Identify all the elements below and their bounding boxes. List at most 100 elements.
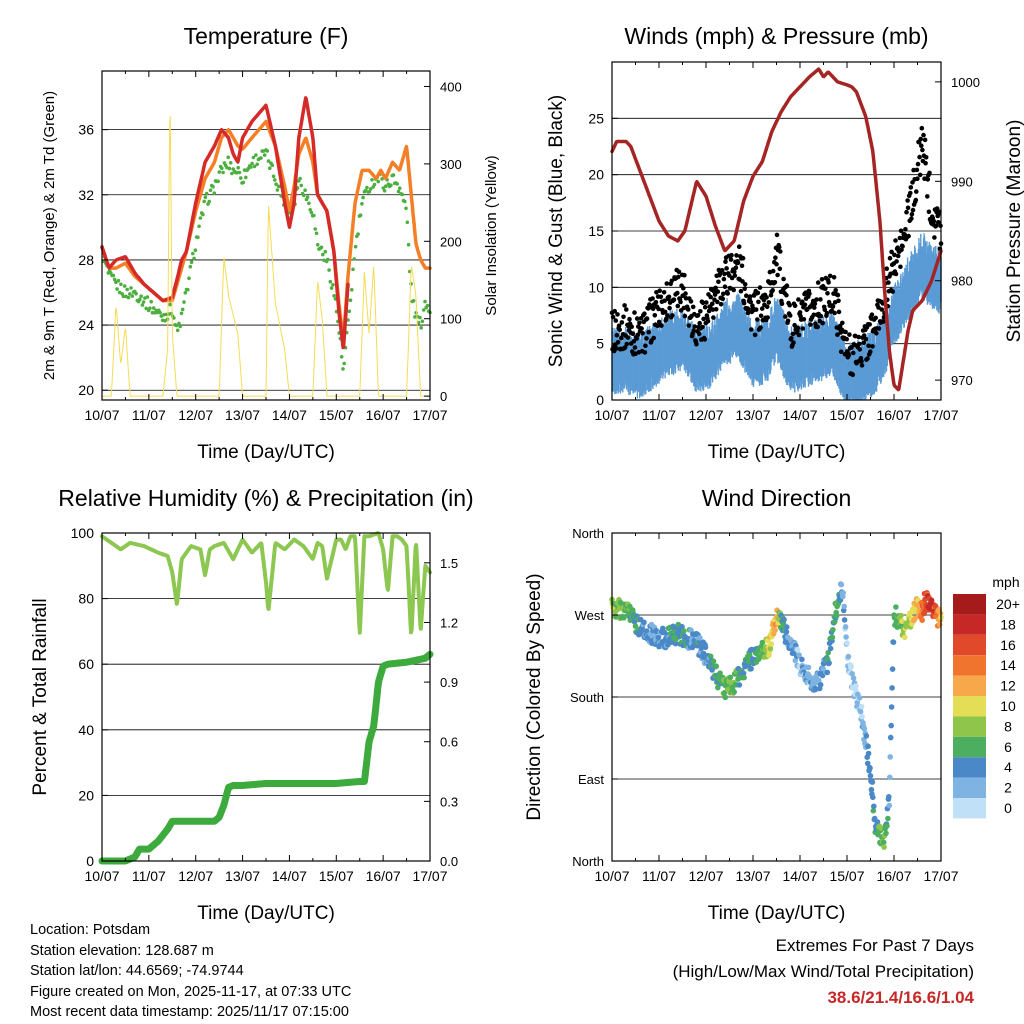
data-point <box>652 313 658 318</box>
data-point <box>885 815 891 822</box>
data-point <box>791 340 796 345</box>
data-point <box>641 619 647 626</box>
data-point <box>861 340 866 346</box>
data-point <box>613 318 619 323</box>
x-tick-label: 13/07 <box>225 868 260 884</box>
data-point <box>851 350 856 356</box>
data-point <box>887 255 893 261</box>
latlon-text: Station lat/lon: 44.6569; -74.9744 <box>30 963 244 979</box>
data-point <box>846 352 852 358</box>
data-point <box>822 307 828 313</box>
data-point <box>639 326 644 331</box>
data-point <box>755 317 760 322</box>
data-point <box>807 291 812 297</box>
data-point <box>217 170 222 174</box>
data-point <box>308 208 313 212</box>
data-point <box>917 172 923 178</box>
data-point <box>662 298 667 304</box>
data-point <box>405 220 410 225</box>
data-point <box>919 125 925 131</box>
recent-timestamp-text: Most recent data timestamp: 2025/11/17 0… <box>30 1004 349 1020</box>
data-point <box>694 341 699 347</box>
data-point <box>910 207 916 213</box>
data-point <box>406 242 411 247</box>
data-point <box>925 194 930 199</box>
extremes-subtitle: (High/Low/Max Wind/Total Precipitation) <box>672 962 974 981</box>
data-point <box>757 285 763 290</box>
data-point <box>715 684 721 691</box>
colorbar-swatch <box>953 594 986 615</box>
data-point <box>880 839 887 846</box>
data-point <box>196 235 200 240</box>
data-point <box>716 267 722 273</box>
y2-tick-label: 1000 <box>951 75 980 90</box>
data-point <box>619 320 625 325</box>
data-point <box>871 803 877 810</box>
data-point <box>710 301 715 307</box>
data-point <box>894 259 899 264</box>
data-point <box>814 297 819 302</box>
y-tick-label: 100 <box>71 525 95 541</box>
data-point <box>920 147 925 153</box>
data-point <box>715 299 720 305</box>
data-point <box>898 612 904 619</box>
data-point <box>756 299 761 305</box>
colorbar-label: 20+ <box>996 596 1020 612</box>
x-tick-label: 10/07 <box>594 868 629 884</box>
data-point <box>838 581 845 588</box>
data-point <box>898 264 903 270</box>
data-point <box>384 184 388 188</box>
data-point <box>900 244 905 249</box>
data-point <box>876 326 882 331</box>
series-line <box>610 67 943 392</box>
data-point <box>347 309 352 314</box>
data-point <box>742 282 748 287</box>
data-point <box>764 295 769 300</box>
y-tick-label: South <box>570 690 604 705</box>
data-point <box>906 233 911 239</box>
data-point <box>273 178 277 182</box>
x-tick-label: 13/07 <box>735 868 770 884</box>
chart-title: Winds (mph) & Pressure (mb) <box>624 23 928 49</box>
data-point <box>800 326 806 331</box>
data-point <box>236 165 240 170</box>
data-point <box>777 266 783 272</box>
data-point <box>921 132 926 138</box>
data-point <box>849 671 855 677</box>
data-point <box>795 325 801 331</box>
data-point <box>899 618 905 624</box>
data-point <box>265 149 270 153</box>
data-point <box>115 287 119 291</box>
data-point <box>676 269 682 275</box>
series-station-pressure <box>610 67 943 392</box>
data-point <box>868 349 873 355</box>
data-point <box>400 192 405 197</box>
data-point <box>841 603 847 610</box>
data-point <box>128 292 132 296</box>
data-point <box>859 363 865 368</box>
data-point <box>681 285 686 291</box>
data-point <box>911 167 916 173</box>
colorbar-swatch <box>953 777 986 798</box>
data-point <box>729 252 734 258</box>
data-point <box>221 170 225 175</box>
y2-tick-label: 1.2 <box>440 615 458 630</box>
data-point <box>772 280 778 285</box>
data-point <box>151 306 156 310</box>
data-point <box>251 155 256 160</box>
data-point <box>784 624 790 630</box>
y-tick-label: 25 <box>588 110 604 126</box>
y-tick-label: East <box>578 772 604 787</box>
data-point <box>836 309 842 315</box>
x-tick-label: 11/07 <box>132 407 166 423</box>
data-point <box>710 307 716 312</box>
data-point <box>182 300 186 304</box>
x-tick-label: 16/07 <box>876 868 911 884</box>
x-tick-label: 17/07 <box>923 868 958 884</box>
data-point <box>778 249 783 254</box>
data-point <box>831 275 837 280</box>
data-point <box>881 319 886 324</box>
colorbar-swatch <box>953 655 986 676</box>
data-point <box>651 335 656 341</box>
data-point <box>109 271 113 275</box>
